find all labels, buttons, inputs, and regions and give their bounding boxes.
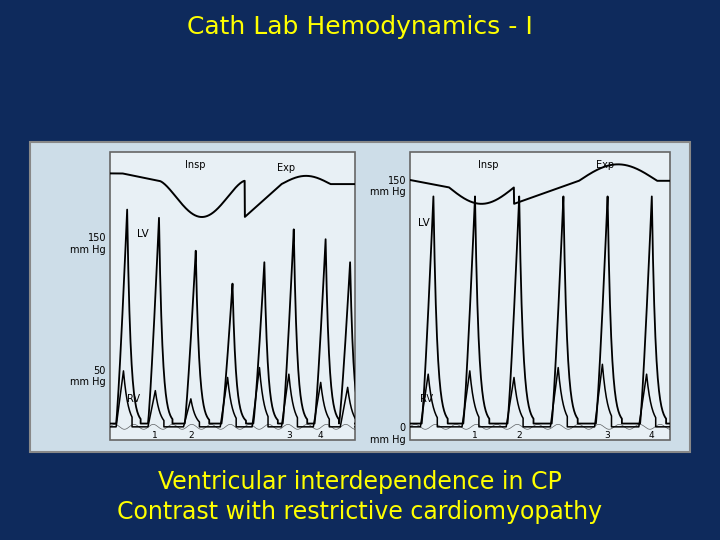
Text: 0
mm Hg: 0 mm Hg (370, 423, 406, 445)
Text: 2: 2 (516, 430, 522, 440)
Text: 4: 4 (318, 430, 323, 440)
Text: 1: 1 (153, 430, 158, 440)
Text: 4: 4 (649, 430, 654, 440)
Text: Ventricular interdependence in CP: Ventricular interdependence in CP (158, 470, 562, 494)
Text: 2: 2 (188, 430, 194, 440)
Text: 150
mm Hg: 150 mm Hg (370, 176, 406, 197)
Text: RV: RV (420, 394, 433, 404)
Bar (410, 152, 670, 440)
Text: Exp: Exp (596, 160, 614, 170)
Text: 150
mm Hg: 150 mm Hg (71, 233, 106, 255)
Text: Contrast with restrictive cardiomyopathy: Contrast with restrictive cardiomyopathy (117, 500, 603, 524)
Bar (30, 142, 690, 452)
Text: 3: 3 (605, 430, 611, 440)
Text: LV: LV (137, 230, 149, 239)
Text: RV: RV (127, 394, 140, 404)
Text: Cath Lab Hemodynamics - I: Cath Lab Hemodynamics - I (187, 15, 533, 39)
Text: Exp: Exp (277, 164, 295, 173)
Text: Insp: Insp (478, 160, 498, 170)
Text: Insp: Insp (186, 160, 206, 170)
Text: 3: 3 (286, 430, 292, 440)
Text: 1: 1 (472, 430, 478, 440)
Bar (110, 152, 355, 440)
Text: LV: LV (418, 218, 430, 228)
Text: 50
mm Hg: 50 mm Hg (71, 366, 106, 387)
